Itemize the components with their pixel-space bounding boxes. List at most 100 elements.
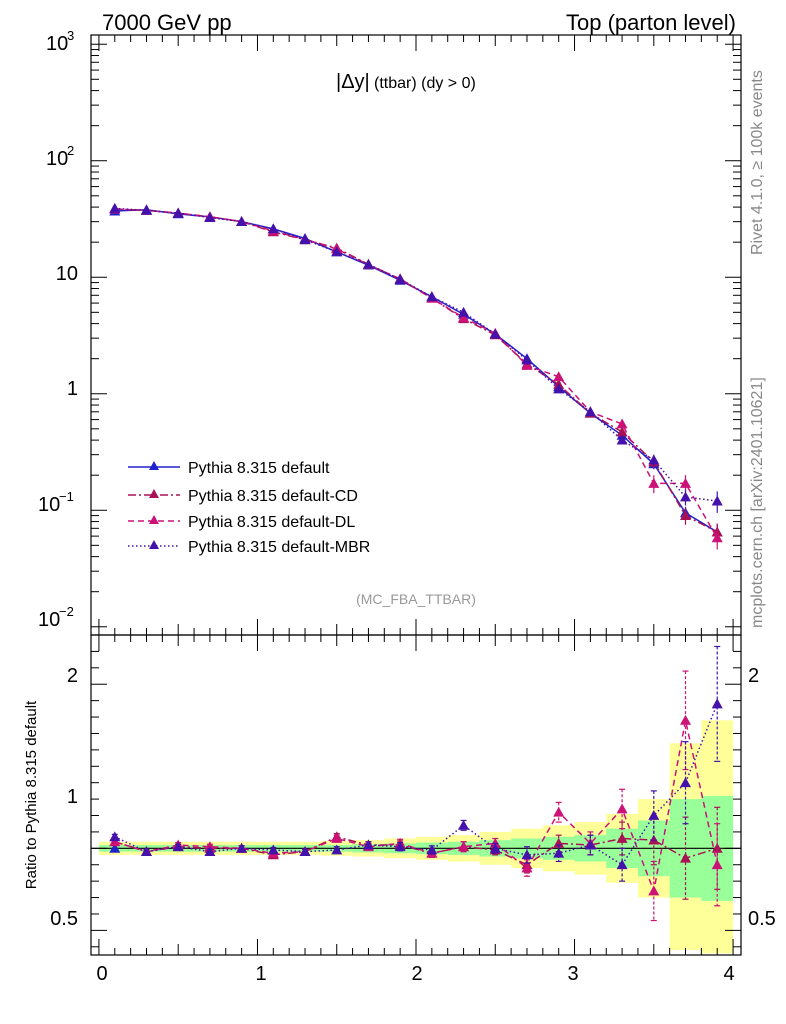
main-ytick-1em1: 10 −1 <box>38 489 74 516</box>
marker-mbr <box>362 258 374 269</box>
ratio-marker-dl <box>521 862 533 873</box>
marker-mbr <box>648 454 660 465</box>
svg-text:Pythia 8.315 default-DL: Pythia 8.315 default-DL <box>188 514 355 531</box>
ratio-line-dl <box>114 720 718 894</box>
main-ytick-10: 10 <box>56 263 78 285</box>
ratio-ytick-05-right: 0.5 <box>748 908 776 930</box>
energy-title: 7000 GeV pp <box>102 10 232 35</box>
ratio-marker-mbr <box>553 847 565 858</box>
svg-text:Pythia 8.315 default-MBR: Pythia 8.315 default-MBR <box>188 539 370 556</box>
ratio-line-cd <box>114 836 718 866</box>
ratio-marker-dl <box>616 803 628 814</box>
ratio-marker-mbr <box>267 844 279 855</box>
marker-dl <box>616 418 628 429</box>
series-line-default <box>114 208 718 533</box>
marker-dl <box>711 532 723 543</box>
ratio-marker-mbr <box>680 777 692 788</box>
marker-mbr <box>236 216 248 227</box>
ratio-marker-mbr <box>109 831 121 842</box>
marker-dl <box>553 371 565 382</box>
marker-mbr <box>458 306 470 317</box>
svg-text:10: 10 <box>38 609 60 631</box>
main-ytick-1e2: 10 2 <box>46 143 74 170</box>
ratio-marker-cd <box>680 852 692 863</box>
ratio-uncertainty-bands <box>91 720 741 954</box>
xtick-4: 4 <box>723 963 734 985</box>
ratio-marker-dl <box>458 841 470 852</box>
ratio-marker-dl <box>711 859 723 870</box>
svg-text:10: 10 <box>46 148 68 170</box>
svg-text:10: 10 <box>38 494 60 516</box>
ratio-marker-mbr <box>204 846 216 857</box>
svg-text:10: 10 <box>46 33 68 55</box>
ratio-ytick-2-left: 2 <box>67 665 78 687</box>
marker-cd <box>680 510 692 520</box>
ratio-marker-mbr <box>426 844 438 855</box>
series-line-cd <box>114 208 718 533</box>
marker-mbr <box>616 434 628 445</box>
legend-entry-mbr: Pythia 8.315 default-MBR <box>128 539 370 556</box>
marker-mbr <box>426 291 438 302</box>
marker-mbr <box>299 234 311 245</box>
svg-text:Pythia 8.315 default-CD: Pythia 8.315 default-CD <box>188 488 358 505</box>
ratio-marker-mbr <box>394 841 406 852</box>
marker-mbr <box>394 273 406 284</box>
marker-mbr <box>521 354 533 365</box>
plot-title-main: |Δy| <box>336 71 370 93</box>
plot-title-sub: (ttbar) (dy > 0) <box>374 75 476 92</box>
xtick-2: 2 <box>411 963 422 985</box>
ratio-series-group <box>109 645 723 922</box>
ratio-marker-dl <box>331 832 343 843</box>
marker-dl <box>648 477 660 488</box>
ratio-marker-mbr <box>331 844 343 855</box>
main-series-group <box>109 202 723 550</box>
ratio-ytick-05-left: 0.5 <box>50 908 78 930</box>
rivet-label: Rivet 4.1.0, ≥ 100k events <box>749 70 766 255</box>
ratio-marker-mbr <box>616 859 628 870</box>
ratio-frame <box>90 634 742 956</box>
legend-entry-default: Pythia 8.315 default <box>128 460 330 477</box>
legend: Pythia 8.315 default Pythia 8.315 defaul… <box>128 460 370 556</box>
ratio-marker-mbr <box>299 846 311 857</box>
ratio-marker-mbr <box>140 846 152 857</box>
ratio-marker-mbr <box>362 839 374 850</box>
ratio-marker-dl <box>648 885 660 896</box>
marker-mbr <box>553 383 565 394</box>
main-ytick-1em2: 10 −2 <box>38 604 74 631</box>
marker-mbr <box>109 202 121 213</box>
marker-dl <box>458 312 470 323</box>
marker-mbr <box>711 495 723 506</box>
ratio-marker-mbr <box>648 810 660 820</box>
marker-dl <box>680 477 692 488</box>
process-title: Top (parton level) <box>566 10 736 35</box>
marker-mbr <box>680 491 692 502</box>
ratio-marker-cd <box>616 832 628 843</box>
ratio-ytick-2-right: 2 <box>748 665 759 687</box>
legend-entry-dl: Pythia 8.315 default-DL <box>128 514 355 531</box>
ratio-marker-mbr <box>584 839 596 850</box>
svg-text:Pythia 8.315 default: Pythia 8.315 default <box>188 460 330 477</box>
marker-mbr <box>267 223 279 234</box>
ratio-marker-dl <box>553 806 565 817</box>
xtick-1: 1 <box>255 963 266 985</box>
xtick-3: 3 <box>567 963 578 985</box>
main-ytick-1: 1 <box>67 378 78 400</box>
ratio-marker-dl <box>680 714 692 725</box>
marker-cd <box>616 426 628 437</box>
marker-dl <box>521 359 533 370</box>
marker-mbr <box>172 207 184 218</box>
ratio-marker-default <box>109 842 121 853</box>
ratio-line-mbr <box>114 703 718 866</box>
ratio-ytick-1-left: 1 <box>67 786 78 808</box>
svg-text:−2: −2 <box>59 604 74 619</box>
ratio-marker-mbr <box>489 842 501 853</box>
ratio-marker-mbr <box>711 698 723 709</box>
ratio-panel <box>90 634 742 956</box>
ratio-marker-mbr <box>458 819 470 830</box>
mcplots-label: mcplots.cern.ch [arXiv:2401.10621] <box>749 377 766 628</box>
main-y-axis-ticks <box>91 35 741 635</box>
marker-mbr <box>204 212 216 223</box>
svg-text:3: 3 <box>67 28 74 43</box>
analysis-id: (MC_FBA_TTBAR) <box>356 591 476 607</box>
